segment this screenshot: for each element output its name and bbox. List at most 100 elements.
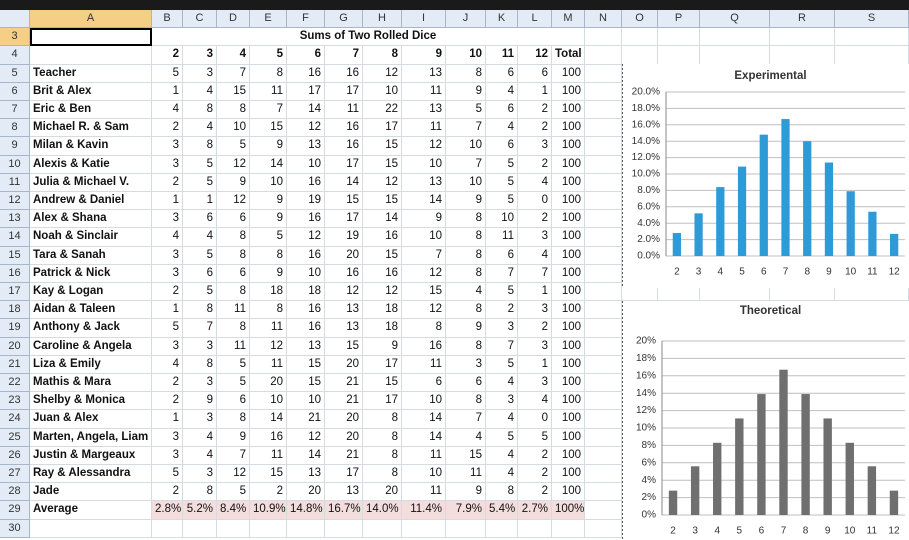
cell-value: 20: [363, 483, 402, 502]
cell-value: 3: [518, 137, 552, 156]
cell-value: 2: [152, 283, 183, 302]
cell-value: 10: [287, 264, 325, 283]
x-tick-label: 4: [718, 267, 724, 278]
cell-value: 15: [402, 283, 446, 302]
y-tick-label: 2.0%: [637, 234, 660, 245]
cell-value: 11: [402, 82, 446, 101]
bar: [803, 141, 812, 256]
cell-value: 4: [486, 374, 518, 393]
cell-value: 4: [152, 101, 183, 120]
bar: [801, 394, 810, 515]
column-label: 9: [402, 46, 446, 65]
cell-value: 13: [325, 301, 363, 320]
cell-value: 8: [183, 301, 217, 320]
bar: [757, 394, 766, 515]
cell-value: 13: [287, 337, 325, 356]
cell-value: 15: [325, 337, 363, 356]
cell-value: 15: [217, 82, 250, 101]
cell-value: 20: [325, 428, 363, 447]
cell-value: 11: [250, 82, 287, 101]
row-header: 18: [0, 301, 30, 320]
cell: [585, 501, 622, 520]
cell: [585, 119, 622, 138]
cell: [585, 246, 622, 265]
cell-value: 1: [518, 283, 552, 302]
sheet-title: Sums of Two Rolled Dice: [152, 28, 585, 47]
cell: [30, 28, 152, 47]
row-header: 21: [0, 355, 30, 374]
cell-value: 13: [325, 483, 363, 502]
cell-value: 5: [217, 137, 250, 156]
cell-value: 7: [217, 64, 250, 83]
cell-value: 6: [486, 101, 518, 120]
cell: [835, 28, 909, 47]
row-name: Mathis & Mara: [30, 374, 152, 393]
cell-value: 10: [287, 155, 325, 174]
cell-value: 5: [152, 64, 183, 83]
cell-value: 4: [518, 246, 552, 265]
cell-value: 10: [402, 155, 446, 174]
cell-value: 100: [552, 64, 585, 83]
cell-value: 15: [287, 374, 325, 393]
bar: [781, 119, 790, 256]
cell-value: 6: [486, 64, 518, 83]
cell-value: 13: [402, 64, 446, 83]
cell-value: 2: [486, 301, 518, 320]
cell-value: 4: [183, 228, 217, 247]
x-tick-label: 11: [867, 267, 878, 278]
cell-value: 14: [402, 410, 446, 429]
x-tick-label: 12: [888, 526, 900, 537]
cell: [585, 210, 622, 229]
y-tick-label: 6%: [642, 457, 657, 468]
cell-value: 100: [552, 319, 585, 338]
cell-value: 16: [287, 173, 325, 192]
cell-value: 15: [363, 155, 402, 174]
cell-value: 10: [402, 465, 446, 484]
row-name: Liza & Emily: [30, 355, 152, 374]
bar: [713, 442, 722, 515]
cell-value: 11: [486, 228, 518, 247]
cell-value: 8: [250, 64, 287, 83]
average-value: 14.8%: [287, 501, 325, 520]
x-tick-label: 6: [761, 267, 767, 278]
cell-value: 14: [402, 192, 446, 211]
cell-value: 100: [552, 410, 585, 429]
average-value: 2.7%: [518, 501, 552, 520]
row-header: 4: [0, 46, 30, 65]
row-name: Ray & Alessandra: [30, 465, 152, 484]
cell-value: 100: [552, 283, 585, 302]
cell-value: 15: [363, 137, 402, 156]
cell-value: 3: [446, 355, 486, 374]
cell-value: 2: [518, 483, 552, 502]
cell-value: 22: [363, 101, 402, 120]
row-header: 10: [0, 155, 30, 174]
bar: [759, 134, 768, 256]
cell-value: 1: [183, 192, 217, 211]
cell-value: 14: [250, 410, 287, 429]
cell-value: 3: [152, 428, 183, 447]
column-header: I: [402, 10, 446, 29]
cell-value: 11: [402, 355, 446, 374]
cell-value: 4: [183, 446, 217, 465]
cell-value: 100: [552, 192, 585, 211]
cell-value: 17: [363, 119, 402, 138]
column-label: 8: [363, 46, 402, 65]
row-header: 24: [0, 410, 30, 429]
column-header: M: [552, 10, 585, 29]
cell-value: 8: [402, 319, 446, 338]
row-header: 13: [0, 210, 30, 229]
x-tick-label: 9: [825, 526, 831, 537]
cell-value: 4: [486, 82, 518, 101]
cell-value: 3: [152, 337, 183, 356]
cell-value: 100: [552, 155, 585, 174]
cell-value: 100: [552, 264, 585, 283]
cell-value: 4: [518, 173, 552, 192]
cell-value: 5: [518, 428, 552, 447]
cell-value: 7: [446, 410, 486, 429]
bar: [823, 418, 832, 515]
cell-value: 2: [250, 483, 287, 502]
cell: [585, 64, 622, 83]
y-tick-label: 14%: [636, 388, 656, 399]
cell-value: 0: [518, 192, 552, 211]
